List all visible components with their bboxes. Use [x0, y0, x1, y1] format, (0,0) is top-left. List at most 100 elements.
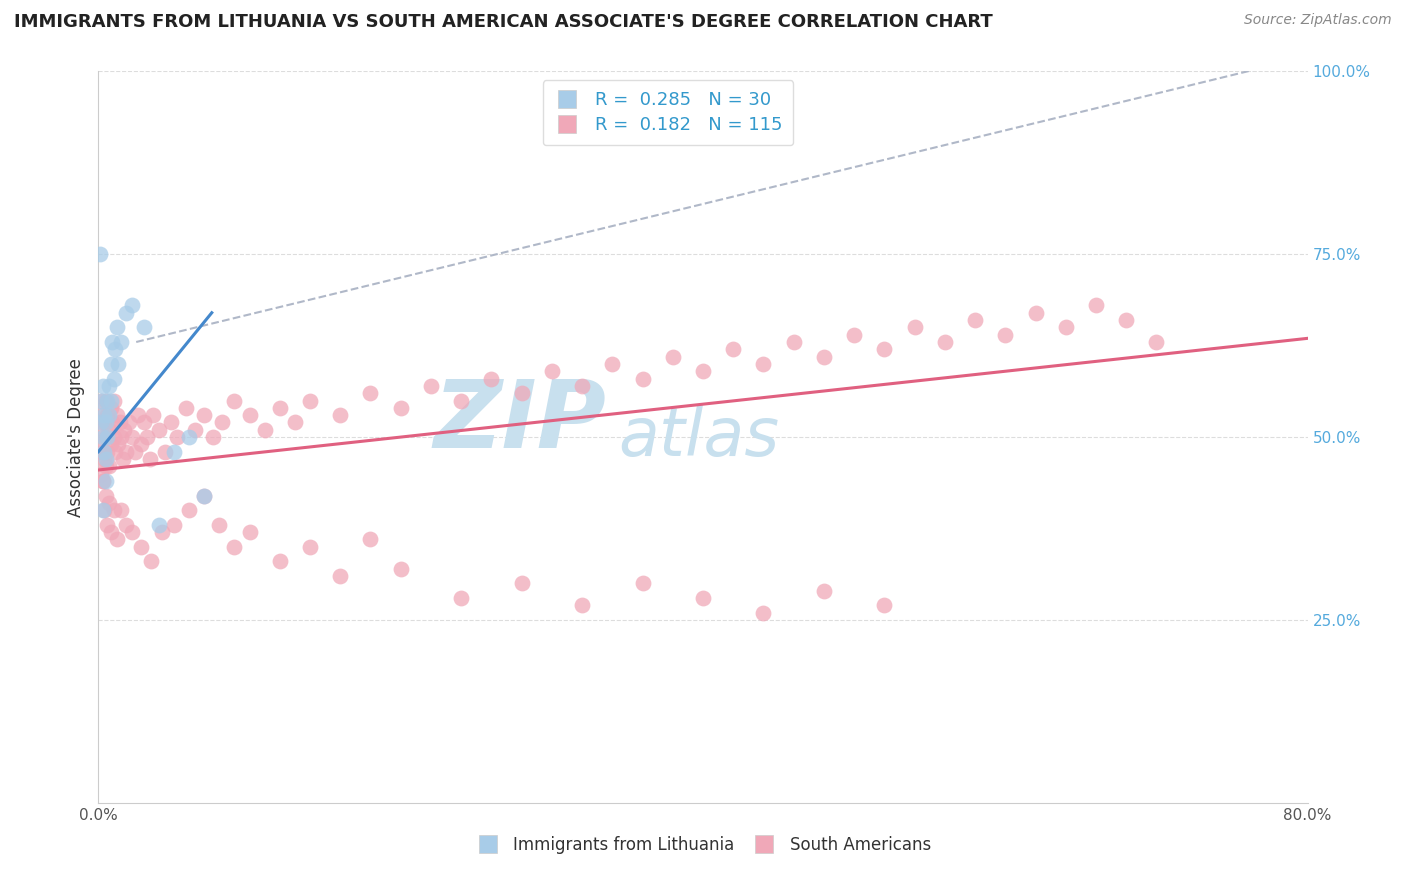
- Point: [93, 452, 115, 467]
- Point: [844, 327, 866, 342]
- Point: [904, 320, 927, 334]
- Point: [129, 437, 152, 451]
- Point: [661, 350, 683, 364]
- Point: [101, 416, 124, 430]
- Point: [253, 423, 276, 437]
- Point: [631, 371, 654, 385]
- Point: [193, 408, 215, 422]
- Point: [100, 357, 122, 371]
- Point: [299, 393, 322, 408]
- Text: ZIP: ZIP: [433, 376, 606, 468]
- Point: [1054, 320, 1077, 334]
- Point: [631, 576, 654, 591]
- Point: [103, 503, 125, 517]
- Point: [100, 393, 122, 408]
- Point: [114, 444, 136, 458]
- Point: [103, 393, 125, 408]
- Point: [114, 306, 136, 320]
- Point: [93, 444, 115, 458]
- Point: [602, 357, 624, 371]
- Point: [540, 364, 562, 378]
- Point: [571, 599, 593, 613]
- Point: [299, 540, 322, 554]
- Point: [208, 517, 231, 532]
- Point: [132, 320, 155, 334]
- Point: [93, 503, 115, 517]
- Point: [329, 569, 352, 583]
- Point: [150, 525, 173, 540]
- Point: [510, 576, 533, 591]
- Point: [94, 452, 117, 467]
- Point: [450, 393, 472, 408]
- Point: [873, 343, 896, 357]
- Point: [94, 459, 117, 474]
- Point: [360, 533, 382, 547]
- Point: [752, 357, 775, 371]
- Point: [93, 408, 115, 422]
- Point: [360, 386, 382, 401]
- Point: [224, 540, 246, 554]
- Y-axis label: Associate's Degree: Associate's Degree: [66, 358, 84, 516]
- Point: [105, 320, 128, 334]
- Point: [110, 334, 132, 349]
- Point: [114, 517, 136, 532]
- Point: [98, 459, 121, 474]
- Point: [94, 416, 117, 430]
- Point: [90, 430, 112, 444]
- Point: [174, 401, 197, 415]
- Point: [104, 343, 127, 357]
- Point: [783, 334, 806, 349]
- Point: [98, 408, 121, 422]
- Text: IMMIGRANTS FROM LITHUANIA VS SOUTH AMERICAN ASSOCIATE'S DEGREE CORRELATION CHART: IMMIGRANTS FROM LITHUANIA VS SOUTH AMERI…: [14, 13, 993, 31]
- Point: [132, 416, 155, 430]
- Point: [224, 393, 246, 408]
- Point: [813, 350, 835, 364]
- Point: [129, 540, 152, 554]
- Point: [148, 517, 170, 532]
- Point: [135, 430, 157, 444]
- Point: [873, 599, 896, 613]
- Point: [90, 467, 112, 481]
- Point: [89, 416, 111, 430]
- Point: [124, 444, 146, 458]
- Point: [91, 474, 114, 488]
- Point: [91, 474, 114, 488]
- Point: [127, 408, 149, 422]
- Text: Source: ZipAtlas.com: Source: ZipAtlas.com: [1244, 13, 1392, 28]
- Point: [91, 444, 114, 458]
- Point: [121, 525, 143, 540]
- Point: [94, 489, 117, 503]
- Point: [148, 423, 170, 437]
- Point: [103, 371, 125, 385]
- Point: [193, 489, 215, 503]
- Point: [692, 364, 714, 378]
- Point: [100, 525, 122, 540]
- Point: [96, 517, 118, 532]
- Point: [692, 591, 714, 605]
- Point: [153, 444, 176, 458]
- Point: [752, 606, 775, 620]
- Point: [269, 401, 291, 415]
- Point: [160, 416, 183, 430]
- Point: [91, 408, 114, 422]
- Point: [104, 444, 127, 458]
- Point: [1024, 306, 1046, 320]
- Point: [1144, 334, 1167, 349]
- Point: [105, 533, 128, 547]
- Point: [141, 554, 163, 568]
- Point: [100, 401, 122, 415]
- Point: [90, 393, 112, 408]
- Point: [389, 401, 412, 415]
- Point: [211, 416, 233, 430]
- Point: [193, 489, 215, 503]
- Point: [450, 591, 472, 605]
- Point: [108, 416, 131, 430]
- Point: [110, 430, 132, 444]
- Point: [1085, 298, 1108, 312]
- Point: [96, 430, 118, 444]
- Point: [723, 343, 745, 357]
- Point: [112, 423, 135, 437]
- Point: [111, 452, 134, 467]
- Point: [481, 371, 503, 385]
- Point: [121, 298, 143, 312]
